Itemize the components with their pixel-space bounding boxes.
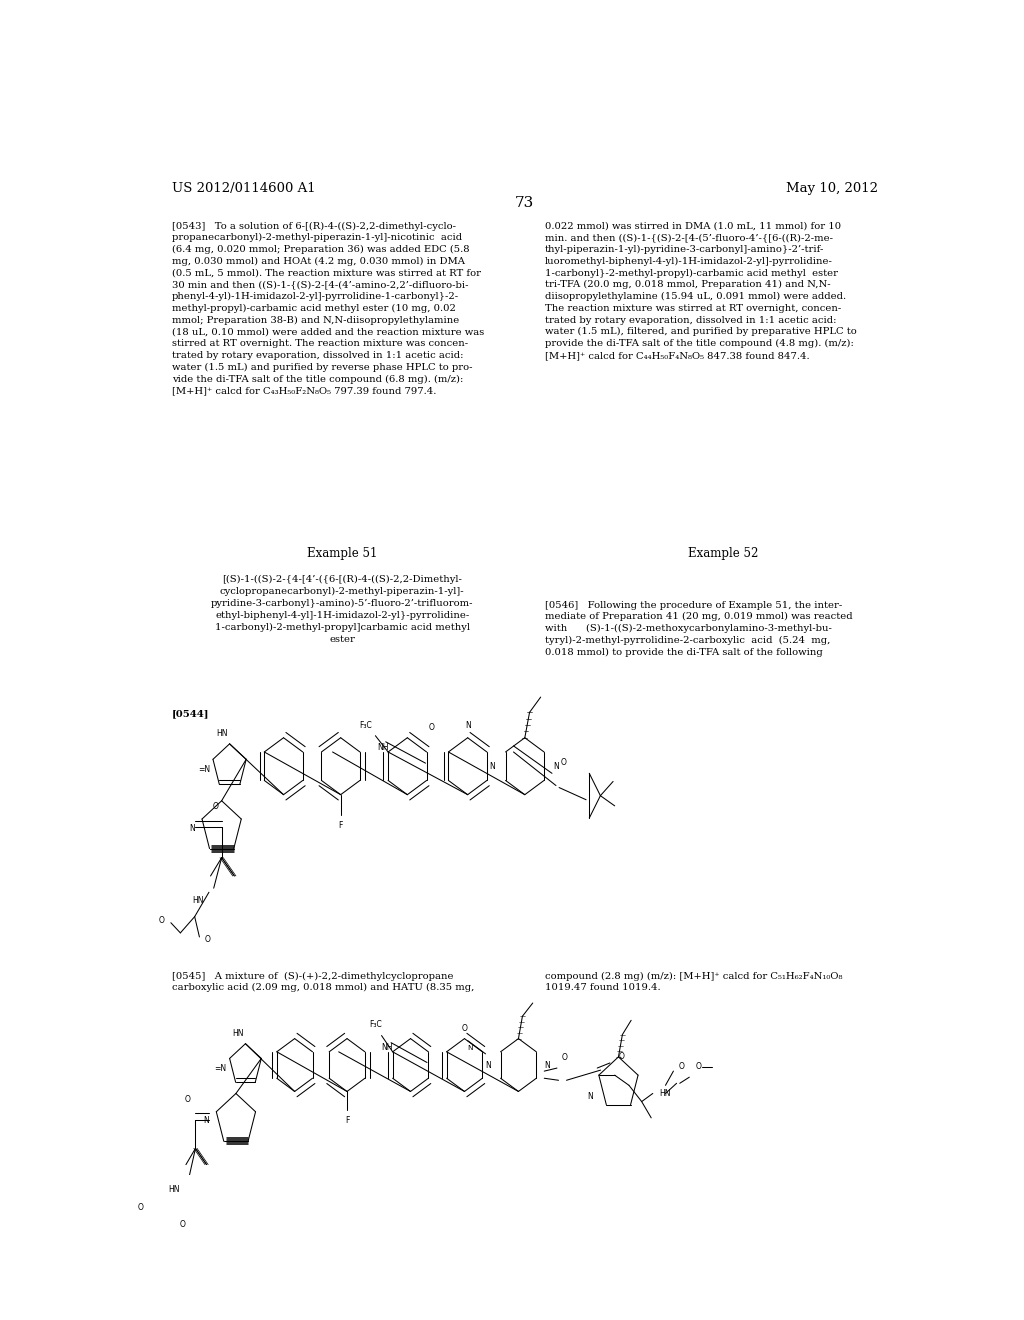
Text: O: O — [205, 935, 210, 944]
Text: NH: NH — [381, 1043, 392, 1052]
Text: O: O — [180, 1220, 185, 1229]
Text: O: O — [212, 803, 218, 810]
Text: O: O — [462, 1023, 467, 1032]
Text: [(S)-1-((S)-2-{4-[4’-({6-[(R)-4-((S)-2,2-Dimethyl-
cyclopropanecarbonyl)-2-methy: [(S)-1-((S)-2-{4-[4’-({6-[(R)-4-((S)-2,2… — [211, 576, 473, 644]
Text: compound (2.8 mg) (m/z): [M+H]⁺ calcd for C₅₁H₆₂F₄N₁₀O₈
1019.47 found 1019.4.: compound (2.8 mg) (m/z): [M+H]⁺ calcd fo… — [545, 972, 842, 993]
Text: O: O — [678, 1063, 684, 1071]
Text: Example 51: Example 51 — [307, 546, 378, 560]
Text: O: O — [428, 722, 434, 731]
Text: F: F — [339, 821, 343, 830]
Text: N: N — [188, 824, 195, 833]
Text: US 2012/0114600 A1: US 2012/0114600 A1 — [172, 182, 315, 195]
Text: [0545]   A mixture of  (S)-(+)-2,2-dimethylcyclopropane
carboxylic acid (2.09 mg: [0545] A mixture of (S)-(+)-2,2-dimethyl… — [172, 972, 474, 993]
Text: N: N — [203, 1117, 209, 1126]
Text: N: N — [465, 721, 471, 730]
Text: N: N — [485, 1060, 490, 1069]
Text: O: O — [561, 758, 567, 767]
Text: O: O — [695, 1063, 701, 1071]
Text: HN: HN — [659, 1089, 671, 1098]
Text: HN: HN — [217, 729, 228, 738]
Text: NH: NH — [378, 743, 389, 752]
Text: O: O — [184, 1094, 190, 1104]
Text: [0546]   Following the procedure of Example 51, the inter-
mediate of Preparatio: [0546] Following the procedure of Exampl… — [545, 601, 852, 657]
Text: HN: HN — [168, 1185, 179, 1195]
Text: 73: 73 — [515, 195, 535, 210]
Text: N: N — [467, 1044, 472, 1051]
Text: N: N — [587, 1092, 593, 1101]
Text: O: O — [138, 1203, 143, 1212]
Text: F: F — [345, 1115, 349, 1125]
Text: O: O — [562, 1053, 567, 1063]
Text: =N: =N — [198, 764, 210, 774]
Text: May 10, 2012: May 10, 2012 — [786, 182, 878, 195]
Text: [0544]: [0544] — [172, 709, 209, 718]
Text: HN: HN — [232, 1028, 244, 1038]
Text: O: O — [618, 1052, 625, 1061]
Text: HN: HN — [193, 896, 204, 906]
Text: N: N — [488, 762, 495, 771]
Text: F₃C: F₃C — [359, 721, 373, 730]
Text: [0543]   To a solution of 6-[(R)-4-((S)-2,2-dimethyl-cyclo-
propanecarbonyl)-2-m: [0543] To a solution of 6-[(R)-4-((S)-2,… — [172, 222, 484, 395]
Text: F₃C: F₃C — [369, 1020, 382, 1030]
Text: N: N — [553, 762, 559, 771]
Text: Example 52: Example 52 — [688, 546, 759, 560]
Text: 0.022 mmol) was stirred in DMA (1.0 mL, 11 mmol) for 10
min. and then ((S)-1-{(S: 0.022 mmol) was stirred in DMA (1.0 mL, … — [545, 222, 856, 360]
Text: O: O — [159, 916, 165, 925]
Text: N: N — [545, 1060, 550, 1069]
Text: =N: =N — [214, 1064, 226, 1073]
